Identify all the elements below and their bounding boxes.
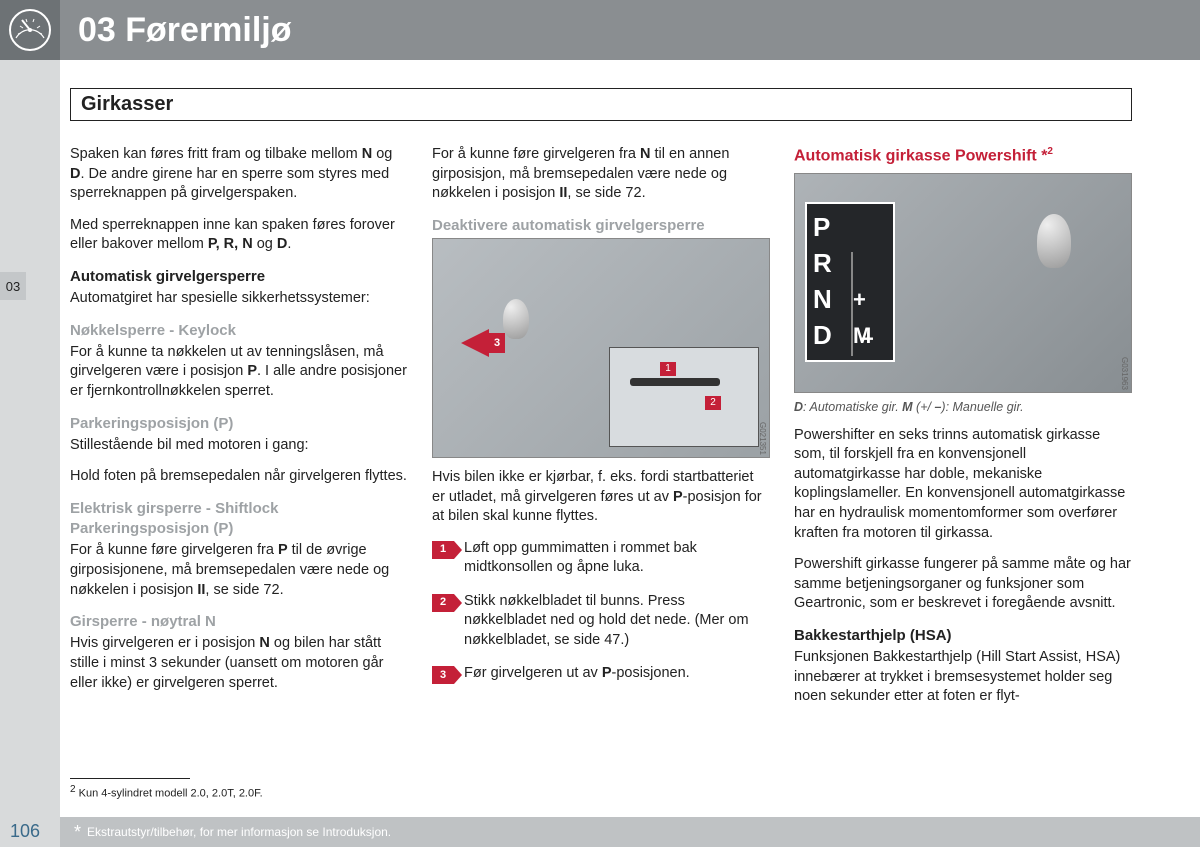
step-badge-2: 2 — [432, 594, 454, 612]
gear-knob-icon — [1037, 214, 1071, 268]
figure-inset: 1 2 — [609, 347, 759, 447]
column-3: Automatisk girkasse Powershift *2 P R N+… — [794, 145, 1132, 719]
key-icon — [630, 378, 720, 386]
section-title-box: Girkasser — [70, 88, 1132, 121]
col1-h2: Nøkkelsperre - Keylock — [70, 321, 408, 341]
step-item: 2 Stikk nøkkelbladet til bunns. Press nø… — [432, 592, 770, 651]
footnote-rule — [70, 778, 190, 779]
col1-p4: For å kunne ta nøkkelen ut av tenningslå… — [70, 343, 408, 402]
content-columns: Spaken kan føres fritt fram og tilbake m… — [70, 145, 1132, 719]
left-margin-strip — [0, 0, 60, 847]
gear-panel: P R N+ DM − — [805, 202, 895, 362]
figure-code: G031963 — [1118, 357, 1129, 390]
col1-h3: Parkeringsposisjon (P) — [70, 414, 408, 434]
col3-caption: D: Automatiske gir. M (+/ –): Manuelle g… — [794, 399, 1132, 416]
col3-p2: Powershift girkasse fungerer på samme må… — [794, 555, 1132, 614]
col1-h1: Automatisk girvelgersperre — [70, 267, 408, 287]
step-text: Stikk nøkkelbladet til bunns. Press nøkk… — [464, 592, 770, 651]
column-1: Spaken kan føres fritt fram og tilbake m… — [70, 145, 408, 719]
col1-p7: For å kunne føre girvelgeren fra P til d… — [70, 541, 408, 600]
section-title: Girkasser — [81, 93, 1121, 116]
plus-icon: + — [853, 285, 866, 315]
footer-text: Ekstrautstyr/tilbehør, for mer informasj… — [87, 825, 391, 839]
red-arrow-icon: 3 — [461, 329, 489, 357]
minus-icon: − — [861, 324, 874, 354]
step-item: 3 Før girvelgeren ut av P-posisjonen. — [432, 664, 770, 684]
step-text: Før girvelgeren ut av P-posisjonen. — [464, 664, 690, 684]
col3-p3: Funksjonen Bakkestarthjelp (Hill Start A… — [794, 648, 1132, 707]
col3-p1: Powershifter en seks trinns automatisk g… — [794, 426, 1132, 543]
col1-p8: Hvis girvelgeren er i posisjon N og bile… — [70, 634, 408, 693]
col1-p1: Spaken kan føres fritt fram og tilbake m… — [70, 145, 408, 204]
inset-badge-2: 2 — [705, 396, 721, 410]
col2-p2: Hvis bilen ikke er kjørbar, f. eks. ford… — [432, 468, 770, 527]
step-badge-1: 1 — [432, 541, 454, 559]
footer-star-icon: * — [74, 822, 81, 843]
footer-bar: * Ekstrautstyr/tilbehør, for mer informa… — [60, 817, 1200, 847]
col1-p3: Automatgiret har spesielle sikkerhetssys… — [70, 289, 408, 309]
col2-h1: Deaktivere automatisk girvelgersperre — [432, 216, 770, 236]
chapter-gauge-icon — [0, 0, 60, 60]
inset-badge-1: 1 — [660, 362, 676, 376]
chapter-title: 03 Førermiljø — [78, 11, 292, 50]
gear-divider-icon — [851, 252, 853, 356]
col2-p1: For å kunne føre girvelgeren fra N til e… — [432, 145, 770, 204]
col3-figure: P R N+ DM − G031963 — [794, 173, 1132, 393]
col3-h1: Bakkestarthjelp (HSA) — [794, 626, 1132, 646]
figure-code: G021351 — [756, 422, 767, 455]
col2-figure: 3 1 2 G021351 — [432, 238, 770, 458]
figure-badge-3: 3 — [489, 333, 505, 353]
gear-knob-icon — [503, 299, 529, 339]
step-text: Løft opp gummimatten i rommet bak midtko… — [464, 539, 770, 578]
chapter-header-bar: 03 Førermiljø — [60, 0, 1200, 60]
col1-p6: Hold foten på bremsepedalen når girvelge… — [70, 467, 408, 487]
chapter-side-tab: 03 — [0, 272, 26, 300]
step-item: 1 Løft opp gummimatten i rommet bak midt… — [432, 539, 770, 578]
column-2: For å kunne føre girvelgeren fra N til e… — [432, 145, 770, 719]
page-number: 106 — [10, 821, 40, 842]
col1-h4: Elektrisk girsperre - Shiftlock Parkerin… — [70, 499, 408, 540]
col1-h5: Girsperre - nøytral N — [70, 612, 408, 632]
col3-title: Automatisk girkasse Powershift *2 — [794, 145, 1132, 167]
col1-p5: Stillestående bil med motoren i gang: — [70, 436, 408, 456]
step-badge-3: 3 — [432, 666, 454, 684]
col2-step-list: 1 Løft opp gummimatten i rommet bak midt… — [432, 539, 770, 685]
col1-p2: Med sperreknappen inne kan spaken føres … — [70, 216, 408, 255]
footnote: 2 Kun 4-sylindret modell 2.0, 2.0T, 2.0F… — [70, 784, 263, 800]
